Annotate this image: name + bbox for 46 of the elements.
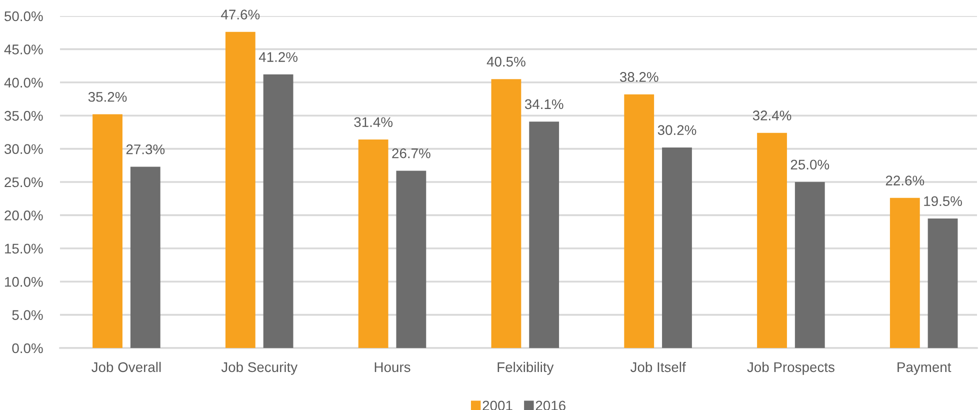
y-tick-label: 10.0% (5, 276, 43, 287)
x-tick-label: Job Security (221, 362, 298, 375)
bar (794, 182, 825, 348)
x-tick-label: Job Prospects (747, 362, 834, 375)
data-label: 32.4% (752, 110, 792, 120)
bar (263, 74, 294, 348)
bar (757, 132, 787, 348)
bar (890, 198, 920, 348)
x-tick-label: Job Itself (630, 362, 686, 372)
data-label: 47.6% (221, 10, 260, 20)
data-label: 31.4% (354, 117, 393, 128)
y-tick-label: 25.0% (4, 177, 43, 188)
x-tick-label: Hours (374, 362, 410, 372)
bar (92, 114, 122, 348)
bar (358, 140, 388, 348)
y-tick-label: 45.0% (4, 44, 43, 54)
bar (662, 147, 692, 348)
y-tick-label: 50.0% (4, 11, 43, 22)
y-tick-label: 0.0% (12, 343, 43, 354)
x-tick-label: Payment (898, 362, 952, 375)
y-tick-label: 15.0% (5, 244, 43, 254)
data-label: 19.5% (924, 196, 962, 206)
data-label: 35.2% (88, 92, 127, 102)
data-label: 41.2% (258, 52, 298, 62)
y-tick-label: 30.0% (4, 144, 43, 154)
bar (529, 122, 560, 348)
data-label: 38.2% (620, 72, 658, 82)
x-tick-label: Job Overall (92, 362, 161, 372)
data-label: 26.7% (392, 148, 430, 158)
bar (491, 79, 522, 348)
bar (130, 166, 160, 348)
data-label: 40.5% (486, 56, 526, 67)
bar (624, 94, 654, 348)
bar (396, 170, 426, 348)
data-label: 27.3% (126, 144, 165, 154)
data-label: 25.0% (790, 160, 830, 170)
y-tick-label: 20.0% (4, 210, 43, 220)
y-tick-label: 35.0% (4, 110, 43, 121)
y-tick-label: 5.0% (12, 310, 43, 320)
y-tick-label: 40.0% (4, 78, 43, 88)
x-tick-label: Felxibility (498, 362, 554, 375)
data-label: 22.6% (886, 176, 924, 186)
data-label: 30.2% (658, 125, 696, 136)
bar (225, 32, 256, 348)
data-label: 34.1% (524, 99, 564, 110)
bar (928, 218, 958, 348)
